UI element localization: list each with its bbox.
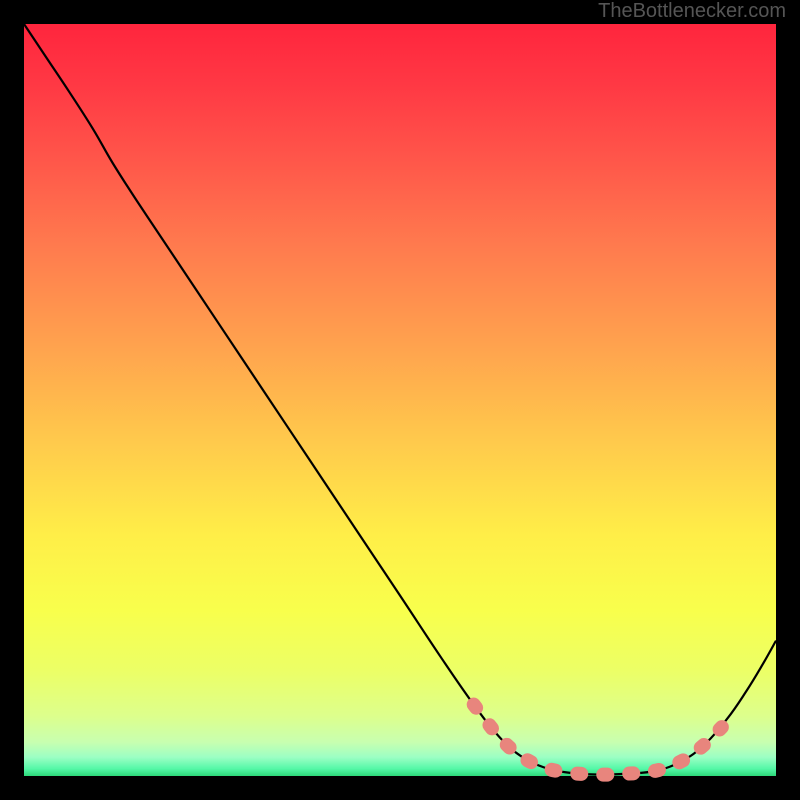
chart-svg	[0, 0, 800, 800]
attribution-text: TheBottlenecker.com	[598, 0, 786, 23]
plot-background	[24, 24, 776, 776]
bottleneck-chart: TheBottlenecker.com	[0, 0, 800, 800]
